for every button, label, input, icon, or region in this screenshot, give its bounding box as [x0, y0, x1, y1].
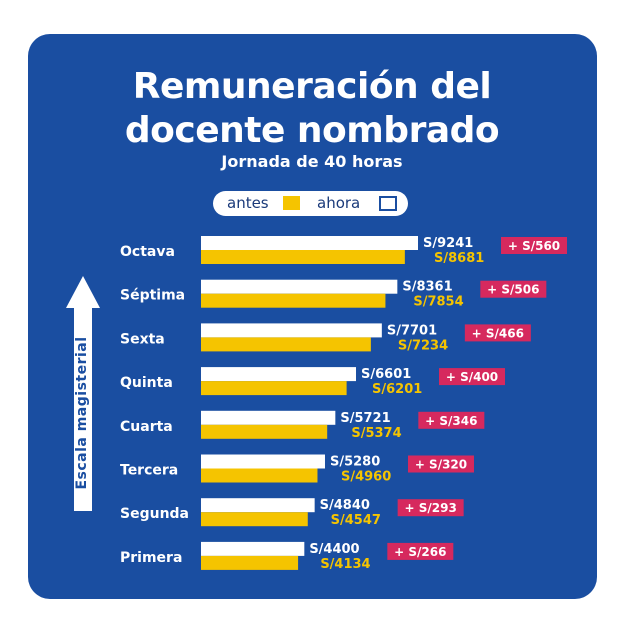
category-label: Segunda	[120, 506, 189, 522]
bar-ahora	[201, 498, 315, 513]
value-label-ahora: S/4400	[309, 542, 359, 557]
value-label-antes: S/5374	[351, 426, 401, 441]
bar-antes	[201, 555, 299, 570]
title-line-1: Remuneración del	[132, 66, 492, 107]
bar-ahora	[201, 367, 357, 382]
legend-ahora-swatch	[379, 196, 397, 211]
category-label: Séptima	[120, 288, 185, 304]
legend-ahora-label: ahora	[317, 194, 361, 212]
value-label-ahora: S/7701	[387, 323, 437, 338]
increase-label: + S/506	[487, 283, 539, 297]
increase-badge	[464, 324, 531, 342]
increase-badge	[407, 455, 474, 473]
increase-badge	[439, 368, 506, 386]
increase-label: + S/560	[508, 239, 560, 253]
increase-label: + S/293	[404, 501, 456, 515]
bar-antes	[201, 250, 405, 264]
category-label: Quinta	[120, 375, 173, 391]
bar-ahora	[201, 279, 398, 294]
bar-antes	[201, 512, 308, 527]
value-label-ahora: S/5721	[340, 411, 390, 426]
category-label: Sexta	[120, 331, 165, 347]
increase-badge	[480, 280, 547, 298]
up-arrow-icon	[66, 276, 100, 511]
increase-label: + S/466	[472, 326, 524, 340]
value-label-ahora: S/8361	[402, 280, 452, 295]
legend-antes-label: antes	[227, 194, 269, 212]
value-label-antes: S/8681	[434, 251, 484, 266]
legend-antes-swatch	[283, 196, 300, 210]
category-label: Octava	[120, 244, 175, 260]
value-label-antes: S/4547	[331, 513, 381, 528]
bar-ahora	[201, 323, 382, 338]
bar-antes	[201, 424, 328, 439]
value-label-ahora: S/6601	[361, 367, 411, 382]
increase-badge	[418, 411, 485, 429]
title-line-2: docente nombrado	[124, 110, 500, 151]
legend: antes ahora	[213, 191, 408, 216]
value-label-ahora: S/5280	[330, 455, 380, 470]
category-label: Cuarta	[120, 419, 173, 435]
bar-ahora	[201, 454, 325, 469]
subtitle: Jornada de 40 horas	[221, 152, 403, 171]
bar-ahora	[201, 410, 336, 425]
value-label-antes: S/7234	[398, 338, 448, 353]
bar-ahora	[201, 541, 305, 556]
bar-antes	[201, 468, 318, 483]
increase-label: + S/266	[394, 545, 446, 559]
value-label-antes: S/4134	[320, 557, 370, 572]
bar-antes	[201, 381, 347, 396]
value-label-antes: S/7854	[413, 295, 463, 310]
increase-label: + S/320	[415, 458, 467, 472]
increase-badge	[397, 499, 464, 517]
category-label: Primera	[120, 550, 182, 566]
bar-antes	[201, 293, 386, 308]
increase-badge	[387, 542, 454, 560]
category-label: Tercera	[120, 463, 178, 479]
value-label-antes: S/4960	[341, 470, 391, 485]
increase-badge	[501, 237, 567, 254]
increase-label: + S/346	[425, 414, 477, 428]
value-label-antes: S/6201	[372, 382, 422, 397]
bar-antes	[201, 337, 371, 352]
bar-ahora	[201, 236, 418, 250]
value-label-ahora: S/4840	[320, 498, 370, 513]
value-label-ahora: S/9241	[423, 236, 473, 251]
increase-label: + S/400	[446, 370, 498, 384]
